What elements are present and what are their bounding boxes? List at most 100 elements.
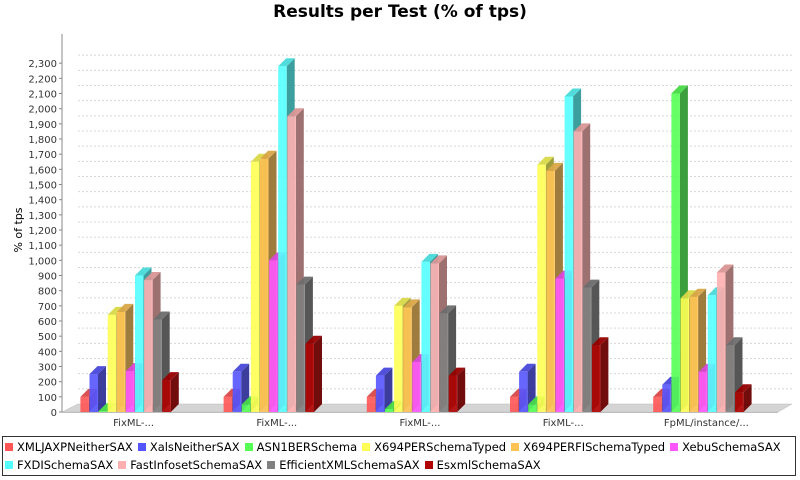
- bar-front: [403, 307, 412, 412]
- legend-swatch: [670, 443, 679, 451]
- bar: [591, 337, 609, 412]
- legend-item: XMLJAXPNeitherSAX: [5, 438, 133, 456]
- x-tick-label: FixML-...: [543, 418, 584, 429]
- y-tick-label: 300: [38, 363, 57, 374]
- legend-label: FXDISchemaSAX: [17, 458, 114, 472]
- bar-front: [546, 170, 555, 412]
- bar-front: [107, 314, 117, 412]
- bar-front: [241, 404, 251, 412]
- bar-top: [162, 372, 179, 381]
- y-tick-label: 1,800: [28, 135, 57, 146]
- legend-swatch: [137, 443, 146, 451]
- y-tick-label: 1,900: [28, 120, 57, 131]
- legend-label: XebuSchemaSAX: [682, 440, 781, 454]
- bar-top: [135, 267, 152, 276]
- legend-label: XMLJAXPNeitherSAX: [17, 440, 133, 454]
- y-tick-label: 100: [38, 393, 57, 404]
- bar-front: [564, 96, 574, 413]
- bar-top: [116, 303, 134, 312]
- bar-front: [98, 411, 108, 412]
- bar-top: [726, 337, 743, 346]
- bar: [89, 366, 106, 412]
- bar-front: [698, 371, 708, 412]
- legend: XMLJAXPNeitherSAX XalsNeitherSAX ASN1BERSc…: [2, 436, 796, 476]
- bar-top: [537, 156, 554, 165]
- y-tick-label: 500: [38, 332, 57, 343]
- legend-label: XalsNeitherSAX: [149, 440, 240, 454]
- bar-side: [743, 384, 752, 412]
- y-tick-label: 2,300: [28, 59, 57, 70]
- bar-front: [394, 305, 403, 412]
- legend-swatch: [5, 461, 13, 469]
- bar-top: [296, 276, 313, 285]
- y-tick-label: 900: [38, 272, 57, 283]
- y-tick-label: 700: [38, 302, 57, 313]
- y-axis-label: % of tps: [12, 207, 25, 252]
- bar-front: [421, 261, 430, 412]
- y-tick-label: 2,100: [28, 90, 57, 101]
- bar-front: [448, 375, 458, 412]
- x-tick-label: FixML-...: [256, 418, 297, 429]
- bars: [80, 58, 752, 413]
- bar-front: [689, 296, 699, 412]
- legend-item: XebuSchemaSAX: [670, 438, 781, 456]
- bar-front: [510, 396, 519, 412]
- bar-side: [600, 337, 609, 412]
- bar-front: [735, 392, 744, 412]
- bar-front: [573, 131, 583, 412]
- bar-front: [135, 275, 144, 412]
- bar: [448, 367, 466, 412]
- bar-front: [519, 371, 528, 412]
- bar-front: [412, 361, 421, 412]
- bar-front: [269, 260, 278, 412]
- y-tick-label: 1,400: [28, 196, 57, 207]
- y-tick-label: 1,000: [28, 256, 57, 267]
- bar-top: [89, 366, 106, 375]
- bar-top: [278, 58, 295, 67]
- bar-side: [314, 335, 322, 412]
- legend-swatch: [267, 461, 276, 469]
- y-tick-label: 1,200: [28, 226, 57, 237]
- bar-side: [170, 372, 179, 412]
- bar-front: [716, 272, 726, 412]
- legend-label: ASN1BERSchema: [256, 440, 358, 454]
- bar-top: [680, 290, 697, 299]
- bar-front: [153, 319, 162, 412]
- bar-front: [305, 343, 314, 412]
- bar-front: [232, 371, 242, 412]
- legend-swatch: [244, 443, 253, 451]
- legend-item: XalsNeitherSAX: [137, 438, 240, 456]
- y-tick-label: 200: [38, 378, 57, 389]
- bar-top: [573, 123, 591, 132]
- bar-top: [153, 311, 170, 320]
- bar-front: [162, 380, 171, 412]
- bar-front: [287, 116, 296, 412]
- x-tick-label: FixML-...: [400, 418, 441, 429]
- bar: [162, 372, 179, 412]
- bar-top: [260, 150, 277, 159]
- legend-item: EfficientXMLSchemaSAX: [267, 456, 420, 474]
- bar-top: [519, 363, 536, 372]
- bar-front: [430, 263, 439, 412]
- y-tick-label: 1,300: [28, 211, 57, 222]
- bar-front: [375, 375, 385, 412]
- bar: [305, 335, 322, 412]
- bar-top: [394, 297, 411, 306]
- y-tick-label: 0: [51, 408, 57, 419]
- legend-label: X694PERFISchemaTyped: [523, 440, 666, 454]
- y-tick-label: 800: [38, 287, 57, 298]
- bar-front: [555, 278, 564, 412]
- legend-swatch: [5, 443, 13, 451]
- bar-top: [144, 272, 161, 281]
- legend-label: FastInfosetSchemaSAX: [130, 458, 263, 472]
- bar-top: [439, 305, 457, 314]
- bar-front: [366, 396, 376, 412]
- legend-swatch: [362, 443, 371, 451]
- legend-swatch: [118, 461, 127, 469]
- bar-side: [98, 366, 106, 412]
- bar-front: [582, 287, 592, 412]
- bar-front: [537, 164, 546, 412]
- bar-front: [116, 311, 126, 412]
- legend-swatch: [424, 461, 433, 469]
- bar-front: [125, 371, 135, 412]
